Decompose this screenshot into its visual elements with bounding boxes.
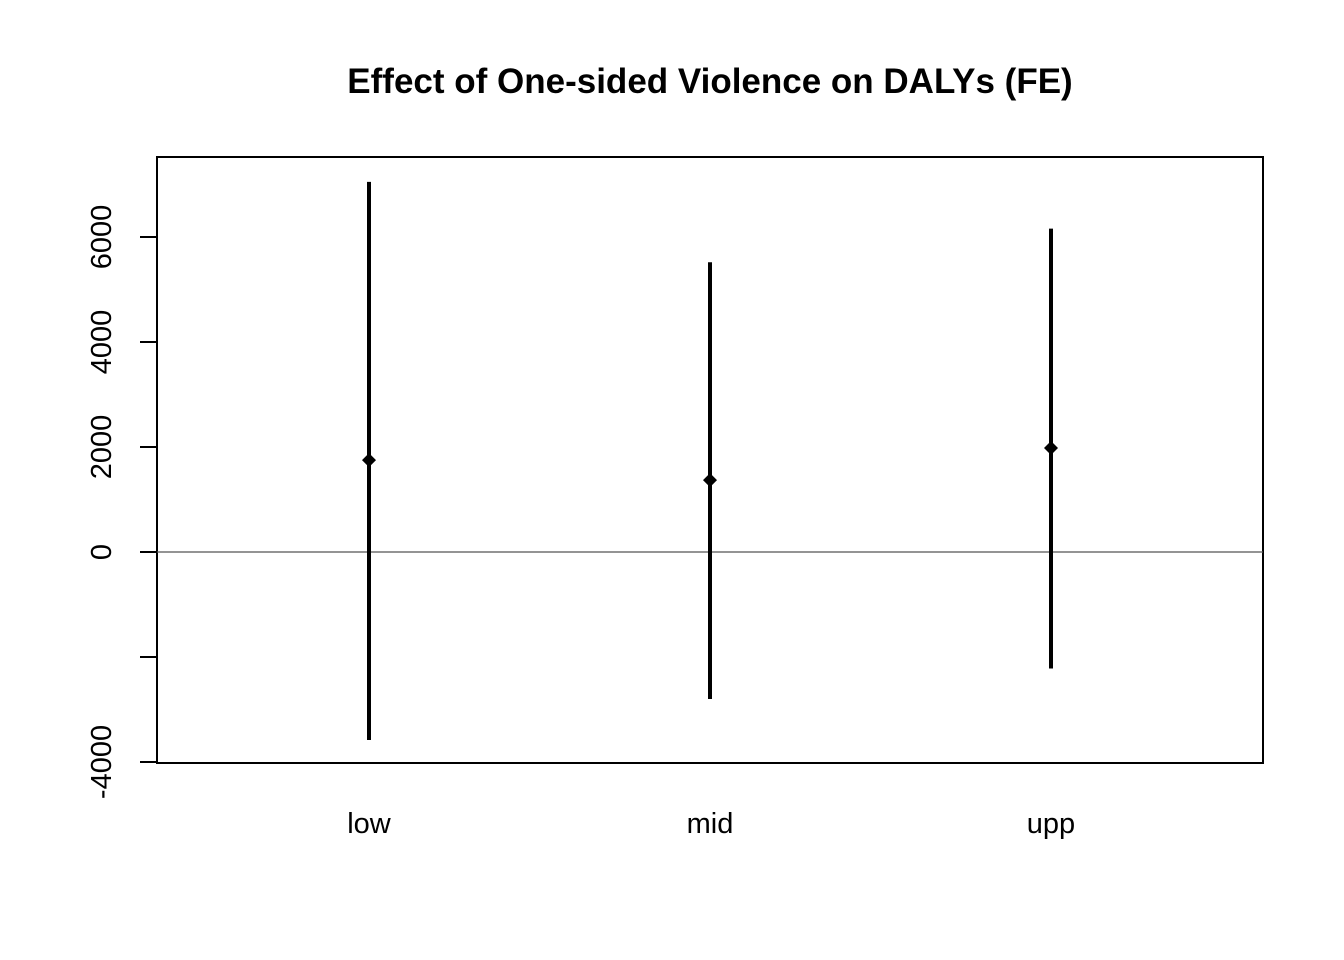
x-tick-label-low: low xyxy=(347,808,392,840)
error-bars xyxy=(362,181,1058,740)
x-tick-label-mid: mid xyxy=(687,808,734,840)
y-tick-label: 6000 xyxy=(86,205,118,270)
y-tick-label: 0 xyxy=(86,544,118,560)
point-estimate-mid xyxy=(703,473,717,488)
x-axis: low mid upp xyxy=(347,808,1075,840)
point-estimate-low xyxy=(362,453,376,468)
point-estimate-upp xyxy=(1044,441,1058,456)
plot-frame xyxy=(156,156,1264,764)
chart-title: Effect of One-sided Violence on DALYs (F… xyxy=(347,62,1072,101)
y-tick-label: 2000 xyxy=(86,415,118,480)
y-axis: -4000 0 2000 4000 6000 xyxy=(86,205,157,799)
y-tick-label: -4000 xyxy=(86,725,118,799)
y-tick-label: 4000 xyxy=(86,310,118,375)
x-tick-label-upp: upp xyxy=(1027,808,1075,840)
